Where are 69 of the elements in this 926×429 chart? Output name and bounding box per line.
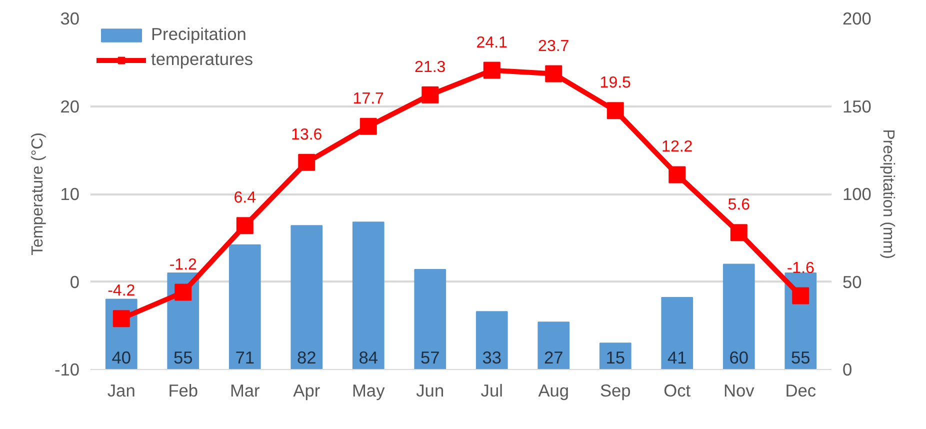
data-label: 27 [544,348,564,368]
y2-tick-label: 150 [842,96,872,116]
data-label: 17.7 [352,90,384,108]
point [606,102,624,120]
data-label: 5.6 [728,196,750,214]
point [545,65,562,82]
point [360,118,377,135]
data-label: 57 [420,348,440,368]
data-label: 24.1 [476,34,508,52]
point [298,154,316,171]
data-label: 55 [790,348,810,368]
data-label: 40 [112,348,132,368]
x-tick-label: Dec [785,380,816,400]
point [236,217,254,234]
bar [352,222,384,370]
x-tick-label: Aug [538,380,570,400]
point [668,166,686,184]
x-tick-label: Sep [600,380,631,400]
bar [661,297,694,370]
data-label: 19.5 [600,74,632,92]
bar [414,268,446,370]
data-label: 41 [667,348,687,368]
y2-tick-label: 100 [842,184,872,204]
x-tick-label: Jan [107,380,136,400]
x-tick-label: Oct [664,380,691,400]
data-label: 6.4 [234,190,256,207]
legend-label: Precipitation [151,24,246,45]
data-label: 55 [173,348,193,368]
point [483,62,500,79]
point [792,287,810,304]
y-axis-title: Temperature (°C) [29,132,46,256]
data-label: 12.2 [662,138,693,156]
legend-label: temperatures [151,49,254,70]
x-tick-label: Jul [480,380,503,400]
x-tick-label: Apr [293,380,320,400]
x-tick-label: Mar [230,380,260,400]
x-tick-label: Jun [416,380,444,400]
y-tick-label: 0 [70,272,80,292]
y-tick-label: 10 [60,184,80,204]
y2-tick-label: 0 [842,360,852,380]
y2-axis-title: Precipitation (mm) [879,129,896,259]
y-tick-label: 30 [60,8,80,28]
data-label: 82 [296,348,316,368]
data-label: -4.2 [108,282,136,300]
bar [228,244,261,370]
data-label: 33 [482,348,502,368]
point [174,284,192,301]
point [730,224,748,242]
bar [476,311,508,370]
data-label: 84 [358,348,378,368]
x-tick-label: May [352,380,386,400]
data-label: 15 [606,348,626,368]
bar [290,225,323,370]
data-label: 21.3 [414,58,446,76]
y-tick-label: 20 [60,96,80,116]
data-label: 13.6 [291,126,322,144]
bar [538,322,570,370]
y2-tick-label: 200 [842,8,872,28]
data-label: 71 [235,348,255,368]
data-label: 60 [729,348,749,368]
data-label: 23.7 [538,38,570,55]
x-tick-label: Nov [723,380,755,400]
point [422,86,439,104]
y2-tick-label: 50 [842,272,862,292]
y-tick-label: -10 [54,360,80,380]
point [112,310,130,328]
data-label: -1.2 [169,256,198,274]
bar [722,264,755,370]
x-tick-label: Feb [168,380,198,400]
